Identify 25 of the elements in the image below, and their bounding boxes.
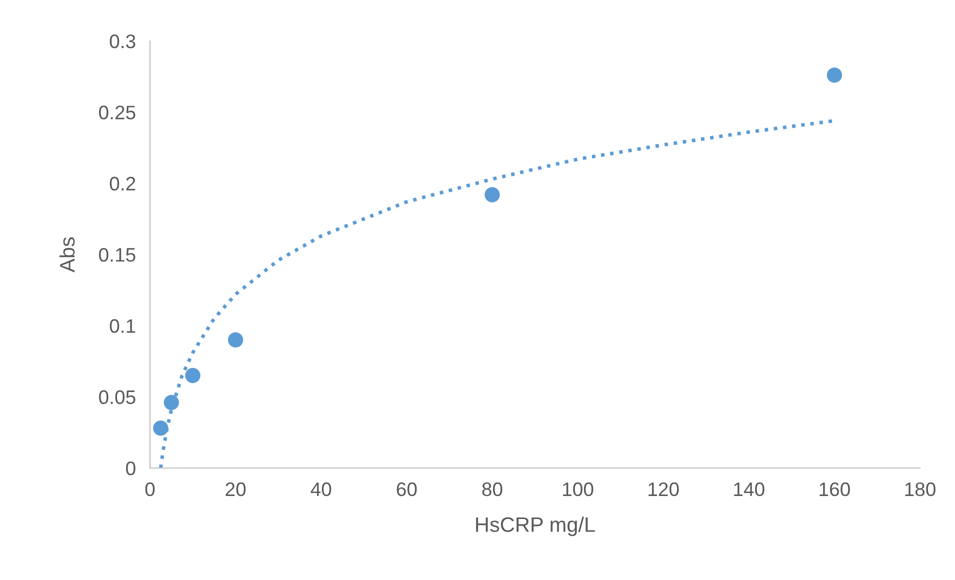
x-tick-label: 0 xyxy=(145,482,155,496)
y-tick-label: 0.15 xyxy=(99,248,136,262)
y-tick-label: 0.1 xyxy=(110,319,136,333)
y-tick-label: 0 xyxy=(126,461,136,476)
y-tick-label: 0.05 xyxy=(99,390,136,404)
x-tick-label: 180 xyxy=(905,482,936,496)
x-axis-title: HsCRP mg/L xyxy=(476,516,595,536)
y-tick-label: 0.25 xyxy=(99,106,136,120)
y-tick-label: 0.2 xyxy=(110,176,136,191)
point xyxy=(228,332,244,348)
x-tick-label: 80 xyxy=(482,482,502,496)
x-tick-label: 160 xyxy=(820,482,850,496)
point xyxy=(484,187,500,202)
point xyxy=(153,420,168,436)
x-tick-label: 140 xyxy=(734,482,764,496)
point xyxy=(185,368,200,384)
x-tick-label: 120 xyxy=(648,482,679,496)
x-tick-label: 100 xyxy=(563,482,594,496)
y-axis-title: Abs xyxy=(59,237,75,272)
x-tick-label: 20 xyxy=(226,482,246,496)
point xyxy=(164,394,179,410)
x-tick-label: 40 xyxy=(310,482,332,496)
x-tick-label: 60 xyxy=(396,482,417,496)
point xyxy=(826,68,842,83)
y-tick-label: 0.3 xyxy=(110,34,136,48)
